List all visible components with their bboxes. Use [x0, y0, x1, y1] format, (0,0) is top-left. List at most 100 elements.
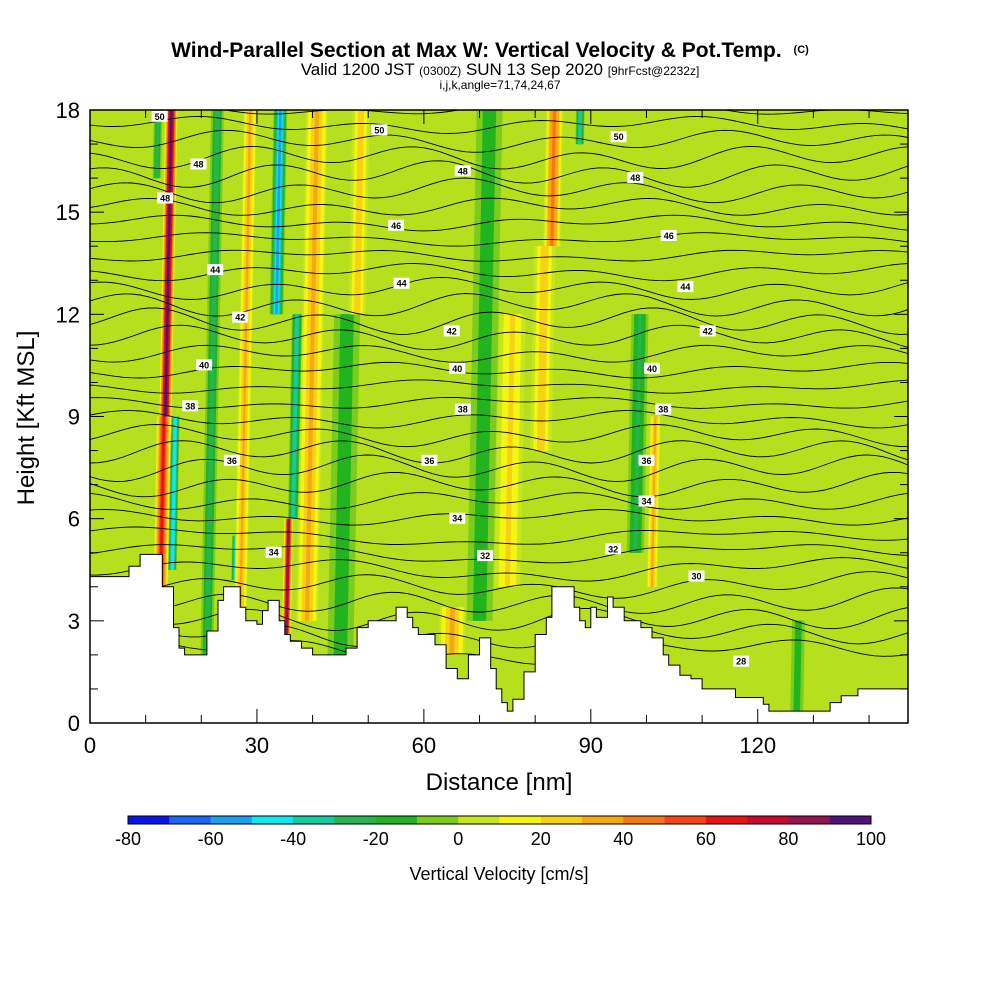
theta-contour-line-7 — [90, 526, 908, 545]
chart-subtitle: Valid 1200 JST (0300Z) SUN 13 Sep 2020 [… — [301, 60, 700, 79]
chart-title-main: Wind-Parallel Section at Max W: Vertical… — [171, 39, 782, 62]
theta-label-4: 42 — [235, 313, 245, 323]
downdraft-band-10-level-5 — [795, 620, 800, 713]
colorbar: -80 -60 -40 -20 0 20 40 60 80 100 — [115, 815, 886, 849]
theta-contour-line-21 — [90, 293, 908, 317]
downdraft-band-9-level-5 — [633, 314, 642, 553]
theta-contours — [90, 110, 908, 665]
theta-label-11: 46 — [391, 221, 401, 231]
y-axis-label: Height [Kft MSL] — [13, 331, 40, 506]
theta-label-18: 32 — [480, 551, 490, 561]
colorbar-tick-label-7: 60 — [696, 829, 716, 849]
downdraft-band-0-level-5 — [171, 416, 177, 570]
theta-contour-line-8 — [90, 509, 908, 526]
x-tick-label-3: 90 — [579, 733, 603, 758]
colorbar-tick-label-4: 0 — [453, 829, 463, 849]
updraft-band-3-level-5 — [304, 110, 320, 621]
theta-label-20: 48 — [630, 173, 640, 183]
theta-contour-line-14 — [90, 410, 908, 429]
theta-contour-line-16 — [90, 379, 908, 394]
downdraft-band-6-level-5 — [205, 110, 219, 655]
colorbar-swatch-5 — [334, 816, 377, 824]
colorbar-swatch-6 — [375, 816, 418, 824]
theta-contour-line-4 — [90, 571, 908, 599]
theta-label-bg-25 — [655, 403, 672, 415]
theta-label-12: 44 — [397, 279, 407, 289]
colorbar-swatch-14 — [705, 816, 748, 824]
theta-contour-line-18 — [90, 344, 908, 363]
x-tick-label-2: 60 — [412, 733, 436, 758]
theta-label-0: 50 — [155, 112, 165, 122]
colorbar-swatch-12 — [623, 816, 666, 824]
velocity-bands — [152, 110, 805, 713]
updraft-band-9-level-5 — [504, 314, 516, 587]
theta-label-bg-21 — [660, 230, 677, 241]
theta-label-bg-6 — [182, 400, 199, 412]
theta-label-bg-16 — [421, 454, 438, 466]
y-tick-label-0: 0 — [68, 711, 80, 736]
theta-label-bg-27 — [638, 495, 655, 507]
y-tick-label-5: 15 — [56, 200, 80, 225]
theta-label-24: 40 — [647, 364, 657, 374]
x-tick-label-4: 120 — [739, 733, 776, 758]
chart-title-line3: i,j,k,angle=71,74,24,67 — [439, 78, 560, 92]
colorbar-swatch-7 — [416, 816, 459, 824]
theta-label-17: 34 — [452, 514, 462, 524]
theta-label-bg-5 — [196, 359, 213, 371]
theta-label-bg-8 — [265, 546, 282, 558]
colorbar-swatch-8 — [458, 816, 500, 824]
theta-label-bg-15 — [454, 403, 471, 415]
theta-contour-line-9 — [90, 492, 908, 510]
y-tick-label-3: 9 — [68, 405, 80, 430]
theta-contour-line-5 — [90, 557, 908, 582]
theta-contour-labels: 50 48 48 44 42 40 38 36 34 50 48 46 44 42 40 38 36 34 32 50… — [151, 110, 750, 667]
theta-label-bg-26 — [638, 454, 655, 466]
theta-contour-line-29 — [90, 160, 908, 188]
colorbar-frame — [127, 815, 872, 825]
theta-label-bg-28 — [605, 543, 622, 555]
theta-label-7: 36 — [227, 456, 237, 466]
theta-contour-line-26 — [90, 214, 908, 232]
updraft-band-4-level-5 — [239, 110, 252, 621]
theta-label-bg-10 — [454, 165, 471, 177]
colorbar-swatch-13 — [664, 816, 707, 824]
colorbar-tick-label-3: -20 — [363, 829, 389, 849]
theta-label-3: 44 — [210, 265, 220, 275]
theta-label-bg-12 — [393, 277, 410, 289]
theta-label-16: 36 — [424, 456, 434, 466]
subtitle-valid: Valid 1200 JST — [301, 60, 415, 79]
updraft-band-2-level-5 — [285, 518, 290, 635]
x-axis: 0 30 60 90 120 — [84, 110, 870, 758]
theta-label-2: 48 — [160, 194, 170, 204]
updraft-band-7-level-5 — [538, 246, 547, 451]
colorbar-tick-label-2: -40 — [280, 829, 306, 849]
theta-label-27: 34 — [641, 497, 651, 507]
theta-contour-line-19 — [90, 324, 908, 351]
chart-title: Wind-Parallel Section at Max W: Vertical… — [171, 39, 809, 62]
theta-label-8: 34 — [269, 548, 279, 558]
theta-contour-line-13 — [90, 424, 908, 448]
y-tick-label-1: 3 — [68, 609, 80, 634]
theta-contour-line-32 — [90, 115, 908, 134]
theta-label-bg-9 — [371, 124, 388, 136]
theta-label-19: 50 — [614, 132, 624, 142]
updraft-band-10-level-5 — [355, 110, 363, 315]
theta-contour-line-22 — [90, 276, 908, 300]
y-tick-label-4: 12 — [56, 302, 80, 327]
colorbar-swatch-15 — [747, 816, 789, 824]
theta-contour-line-17 — [90, 361, 908, 379]
subtitle-forecast: [9hrFcst@2232z] — [608, 64, 700, 78]
theta-label-bg-22 — [677, 281, 694, 293]
colorbar-tick-label-0: -80 — [115, 829, 141, 849]
y-tick-label-2: 6 — [68, 507, 80, 532]
colorbar-swatch-11 — [582, 816, 624, 824]
x-tick-label-1: 30 — [245, 733, 269, 758]
theta-label-bg-23 — [699, 325, 716, 337]
theta-label-bg-19 — [610, 131, 627, 143]
theta-label-30: 28 — [736, 657, 746, 667]
colorbar-swatch-4 — [293, 816, 335, 824]
colorbar-tick-label-1: -60 — [198, 829, 224, 849]
theta-label-bg-29 — [688, 570, 705, 582]
x-tick-label-0: 0 — [84, 733, 96, 758]
